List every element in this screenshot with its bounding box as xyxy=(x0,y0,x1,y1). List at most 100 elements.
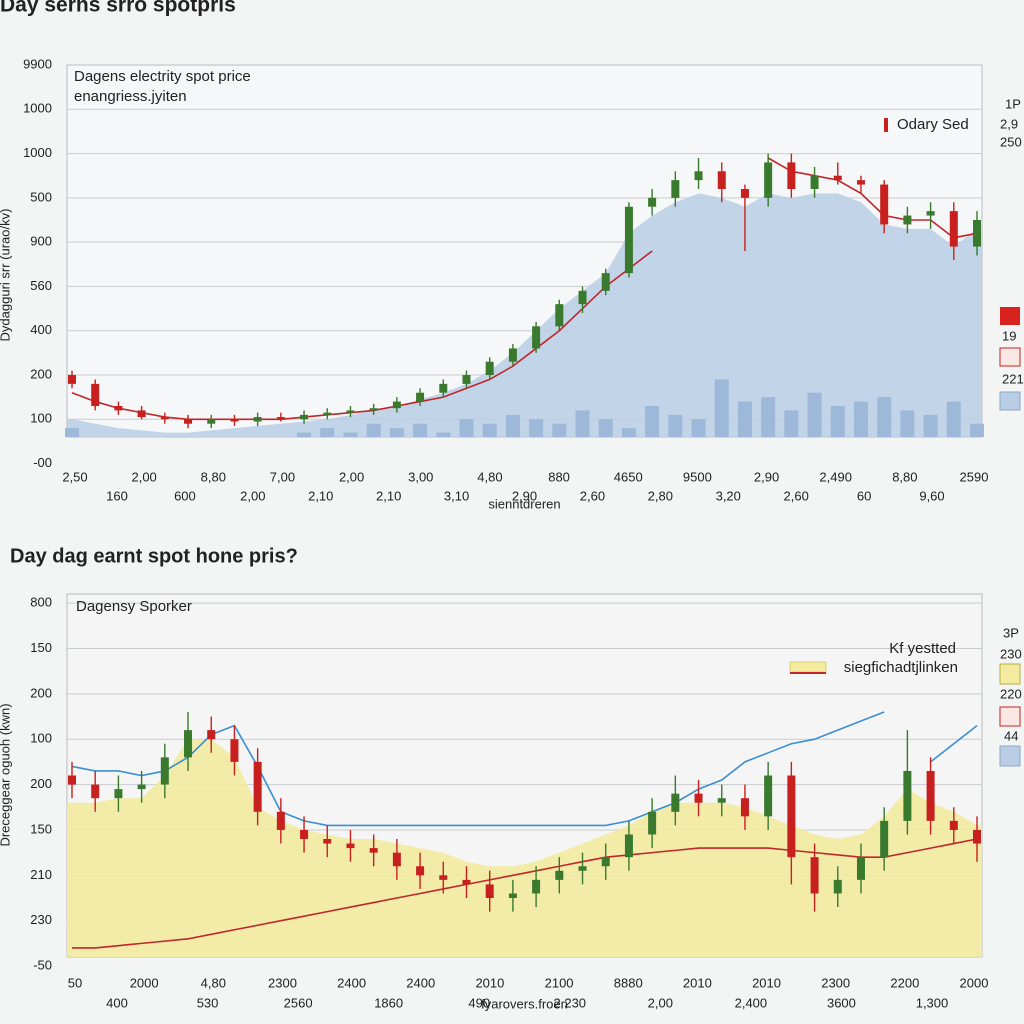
candle-body xyxy=(903,215,912,225)
candle-body xyxy=(717,171,726,189)
y-tick-label: 200 xyxy=(30,366,52,381)
candle-body xyxy=(740,189,749,198)
candle-body xyxy=(601,857,610,867)
volume-bar xyxy=(436,432,451,437)
candle-body xyxy=(601,273,610,291)
candle-body xyxy=(856,180,865,185)
candle-body xyxy=(624,206,633,274)
candle-body xyxy=(114,406,123,411)
volume-bar xyxy=(505,414,520,437)
candle-body xyxy=(949,820,958,830)
y-tick-label: 9900 xyxy=(23,56,52,71)
x-tick-label: 1860 xyxy=(374,995,403,1010)
x-tick-label: 7,00 xyxy=(270,469,295,484)
candle-body xyxy=(253,417,262,422)
candle-body xyxy=(276,811,285,830)
volume-bar xyxy=(529,419,544,437)
x-tick-label: 880 xyxy=(548,469,570,484)
candle-body xyxy=(207,730,216,740)
plot xyxy=(65,108,984,437)
x-tick-label: 3,00 xyxy=(408,469,433,484)
candle-body xyxy=(346,843,355,849)
volume-bar xyxy=(297,432,312,437)
x-tick-label: 2400 xyxy=(406,975,435,990)
x-tick-label: 8880 xyxy=(614,975,643,990)
y-axis-title: Dreceggear oguoh (kwn) xyxy=(0,703,12,846)
y-tick-label: -00 xyxy=(33,455,52,470)
x-tick-label: 2000 xyxy=(130,975,159,990)
side-label: 44 xyxy=(1004,728,1018,743)
y-tick-label: 500 xyxy=(30,189,52,204)
candle-body xyxy=(926,770,935,821)
candle-body xyxy=(648,811,657,835)
candle-body xyxy=(787,162,796,189)
candle-body xyxy=(230,739,239,762)
x-tick-label: 2100 xyxy=(545,975,574,990)
x-tick-label: 8,80 xyxy=(201,469,226,484)
legend-text: Kf yestted xyxy=(889,640,956,657)
y-axis-title: Dydagguri srr (urao/kv) xyxy=(0,209,12,342)
line xyxy=(72,838,978,949)
candle-body xyxy=(137,410,146,418)
x-tick-label: 8,80 xyxy=(892,469,917,484)
candle-body xyxy=(903,770,912,821)
candle-body xyxy=(68,375,76,384)
candle-body xyxy=(439,875,448,880)
box-text: Dagens electrity spot price xyxy=(74,68,251,85)
legend-text: Odary Sed xyxy=(897,116,969,133)
x-tick-label: 490 xyxy=(468,995,490,1010)
x-tick-label: 50 xyxy=(68,975,82,990)
box-text: enangriess.jyiten xyxy=(74,88,187,105)
volume-bar xyxy=(877,397,892,437)
side-label: 220 xyxy=(1000,686,1022,701)
x-tick-label: 2,10 xyxy=(308,488,333,503)
volume-bar xyxy=(807,392,822,437)
side-label: 2,9 xyxy=(1000,116,1018,131)
y-tick-label: 100 xyxy=(30,731,52,746)
candle-body xyxy=(68,775,76,785)
volume-bar xyxy=(853,401,868,437)
candle-body xyxy=(740,798,749,817)
candle-body xyxy=(926,211,935,216)
candle-body xyxy=(856,857,865,880)
candle-body xyxy=(184,730,193,758)
volume-bar xyxy=(320,428,335,437)
chart-title: Day serns srro spotpris xyxy=(0,0,236,17)
x-tick-label: 160 xyxy=(106,488,128,503)
y-tick-label: 900 xyxy=(30,234,52,249)
side-swatch xyxy=(999,347,1021,367)
side-label: 1P xyxy=(1005,96,1021,111)
candle-body xyxy=(137,784,146,790)
candle-body xyxy=(184,419,193,424)
x-tick-label: 9500 xyxy=(683,469,712,484)
candle-body xyxy=(555,870,564,880)
candle-body xyxy=(508,348,517,362)
candle-body xyxy=(833,175,842,181)
volume-bar xyxy=(65,428,79,437)
x-tick-label: 2,50 xyxy=(62,469,87,484)
volume-bar xyxy=(645,406,660,437)
legend-swatch xyxy=(789,661,827,673)
x-tick-label: 2300 xyxy=(821,975,850,990)
volume-bar xyxy=(482,423,497,437)
volume-bar xyxy=(459,419,474,437)
side-swatch xyxy=(999,706,1021,727)
y-tick-label: 150 xyxy=(30,640,52,655)
candle-body xyxy=(833,879,842,894)
x-tick-label: 2,90 xyxy=(512,488,537,503)
x-tick-label: 2000 xyxy=(960,975,989,990)
candle-body xyxy=(973,829,981,844)
candle-body xyxy=(578,290,587,305)
x-tick-label: 2400 xyxy=(337,975,366,990)
candle-body xyxy=(624,834,633,858)
x-axis-title: fyarovers.froen xyxy=(481,996,568,1011)
candle-body xyxy=(578,866,587,871)
volume-bar xyxy=(737,401,752,437)
plot xyxy=(67,602,982,957)
candle-body xyxy=(346,410,355,413)
volume-bar xyxy=(830,406,845,437)
y-tick-label: 560 xyxy=(30,278,52,293)
x-tick-label: 2,90 xyxy=(754,469,779,484)
candle-body xyxy=(300,829,309,840)
candle-body xyxy=(764,162,773,198)
